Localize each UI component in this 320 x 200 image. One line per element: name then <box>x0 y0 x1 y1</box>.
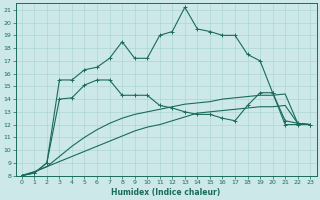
X-axis label: Humidex (Indice chaleur): Humidex (Indice chaleur) <box>111 188 221 197</box>
